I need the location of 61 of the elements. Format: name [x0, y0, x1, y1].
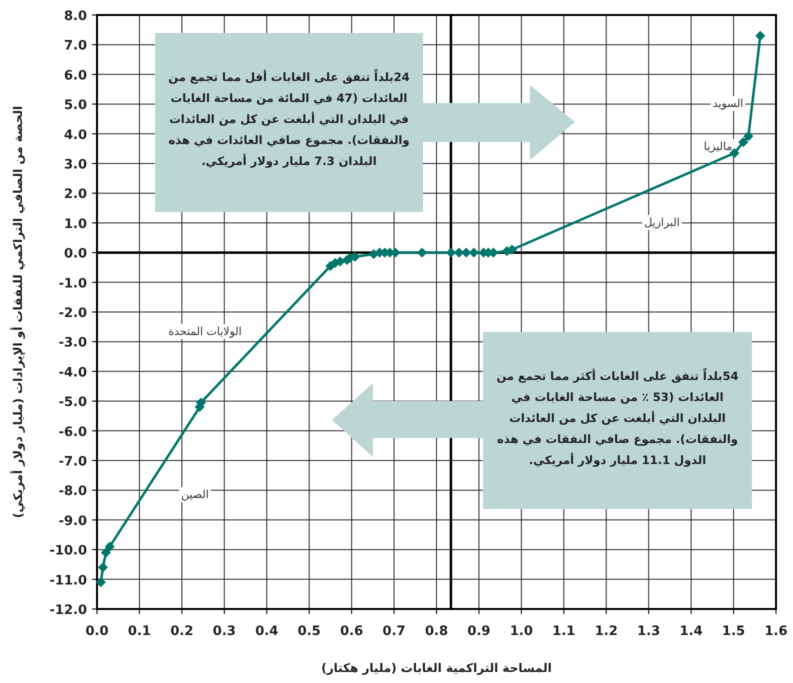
y-tick-label: -1.0	[58, 276, 87, 292]
y-tick-label: 6.0	[64, 68, 87, 84]
point	[104, 542, 115, 552]
x-tick-label: 1.5	[722, 624, 746, 639]
y-tick-label: 3.0	[64, 158, 87, 172]
x-tick-label: 1.1	[552, 624, 576, 639]
y-tick-label: 4.0	[64, 128, 87, 143]
x-tick-label: 1.0	[510, 624, 533, 639]
annotation: الولايات المتحدة	[168, 325, 242, 338]
x-tick-label: 0.1	[128, 624, 151, 639]
y-tick-label: -10.0	[50, 544, 87, 559]
point	[98, 562, 108, 572]
x-tick-label: 0.5	[298, 624, 321, 639]
annotation: البرازيل	[644, 216, 680, 229]
point	[468, 248, 479, 258]
point	[738, 137, 748, 148]
point	[96, 577, 106, 588]
x-tick-label: 0.8	[424, 624, 448, 639]
annotation: ماليزيا	[704, 140, 732, 153]
x-tick-label: 0.2	[170, 624, 194, 639]
point	[755, 30, 766, 41]
x-tick-label: 1.6	[764, 624, 788, 639]
x-tick-label: 0.4	[255, 624, 278, 639]
x-tick-label: 0.0	[85, 624, 109, 639]
x-tick-label: 0.3	[212, 624, 236, 639]
point	[100, 548, 111, 558]
annotation: 54بلداً تنفق على الغابات أكثر مما تجمع من العائدات (53 ٪ من مساحة الغابات في البلدان التي أبلغت عن كل من العائدات والنفقات). مجموع صافي النفقات في هذه الدول 11.1 مليار دولار أمريكي.	[495, 367, 740, 469]
y-tick-label: 0.0	[64, 246, 87, 262]
y-tick-label: -8.0	[58, 484, 87, 500]
annotation: الصين	[181, 488, 209, 501]
point	[335, 256, 346, 267]
y-axis-title: الحصة من الصافي التراكمي للنفقات أو الإيرادات (مليار دولار أمريكي)	[10, 106, 25, 518]
y-tick-label: -2.0	[58, 306, 87, 321]
y-tick-label: -11.0	[50, 573, 87, 588]
x-tick-label: 1.2	[594, 624, 618, 639]
y-tick-label: 8.0	[64, 9, 87, 24]
x-axis-title: المساحة التراكمية الغابات (مليار هكتار)	[321, 661, 552, 675]
y-tick-label: 1.0	[64, 216, 87, 232]
y-tick-label: -9.0	[58, 514, 87, 529]
y-tick-label: -12.0	[50, 603, 87, 618]
y-tick-label: 7.0	[64, 38, 87, 54]
y-tick-label: -7.0	[58, 454, 87, 470]
y-tick-label: -4.0	[58, 365, 87, 380]
x-tick-label: 0.6	[340, 624, 364, 639]
y-tick-label: -5.0	[58, 395, 87, 410]
annotation: السويد	[712, 97, 744, 110]
x-tick-label: 0.9	[467, 624, 490, 639]
x-tick-label: 1.3	[637, 624, 660, 639]
point	[417, 248, 428, 258]
annotation: 24بلداً تنفق على الغابات أقل مما تجمع من العائدات (47 في المائة من مساحة الغابات في البلدان التي أبلغت عن كل من العائدات والنفقات). مجموع صافي العائدات في هذه البلدان 7.3 مليار دولار أمريكي.	[167, 68, 411, 170]
y-tick-label: -3.0	[58, 336, 87, 351]
x-tick-label: 1.4	[680, 624, 703, 639]
y-tick-label: 2.0	[64, 187, 87, 202]
point	[446, 248, 456, 258]
point	[461, 248, 472, 258]
x-tick-label: 0.7	[382, 624, 406, 639]
y-tick-label: -6.0	[58, 424, 87, 440]
point	[507, 244, 518, 255]
point	[454, 248, 464, 258]
point	[743, 131, 754, 142]
y-tick-label: 5.0	[64, 98, 87, 114]
